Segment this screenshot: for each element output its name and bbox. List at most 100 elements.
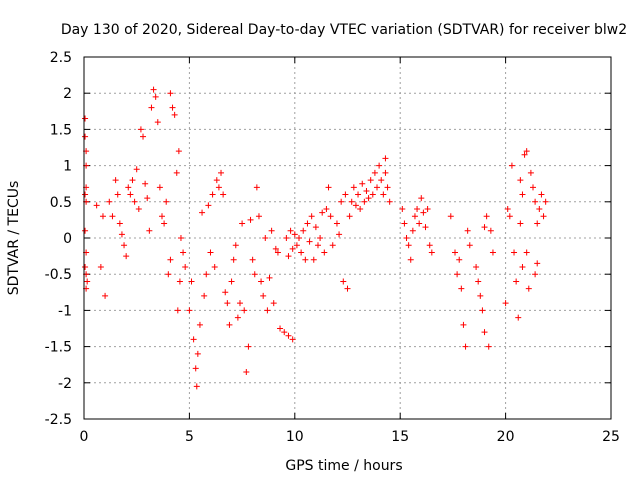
data-point bbox=[245, 343, 252, 350]
data-point bbox=[93, 202, 100, 209]
data-point bbox=[137, 126, 144, 133]
data-point bbox=[174, 307, 181, 314]
data-point bbox=[506, 213, 513, 220]
data-point bbox=[285, 332, 292, 339]
data-point bbox=[485, 343, 492, 350]
data-point bbox=[196, 321, 203, 328]
data-point bbox=[268, 227, 275, 234]
data-point bbox=[466, 242, 473, 249]
data-point bbox=[199, 209, 206, 216]
data-point bbox=[125, 184, 132, 191]
data-point bbox=[342, 191, 349, 198]
data-point bbox=[220, 191, 227, 198]
data-point bbox=[274, 249, 281, 256]
chart-title: Day 130 of 2020, Sidereal Day-to-day VTE… bbox=[61, 22, 627, 38]
data-point bbox=[411, 213, 418, 220]
data-point bbox=[203, 271, 210, 278]
data-point bbox=[173, 169, 180, 176]
data-point bbox=[260, 292, 267, 299]
data-point bbox=[84, 278, 91, 285]
data-point bbox=[304, 220, 311, 227]
y-tick-label: 0.5 bbox=[50, 195, 72, 211]
data-point bbox=[283, 235, 290, 241]
data-point bbox=[176, 278, 183, 285]
data-point bbox=[403, 235, 410, 241]
data-point bbox=[296, 235, 303, 241]
data-point bbox=[511, 249, 518, 256]
data-point bbox=[253, 184, 260, 191]
data-point bbox=[302, 256, 309, 263]
data-point bbox=[154, 119, 161, 126]
data-point bbox=[82, 191, 89, 198]
data-point bbox=[175, 148, 182, 155]
x-tick-label: 20 bbox=[497, 429, 515, 445]
data-point bbox=[428, 249, 435, 256]
data-point bbox=[338, 198, 345, 205]
data-point bbox=[180, 249, 187, 256]
data-point bbox=[371, 169, 378, 176]
data-point bbox=[194, 350, 201, 357]
y-tick-label: 0 bbox=[63, 231, 72, 247]
data-point bbox=[481, 329, 488, 336]
data-point bbox=[135, 206, 142, 213]
data-point bbox=[188, 278, 195, 285]
data-point bbox=[247, 216, 254, 223]
data-point bbox=[146, 227, 153, 234]
data-point bbox=[150, 86, 157, 93]
x-tick-label: 15 bbox=[391, 429, 409, 445]
data-point bbox=[112, 177, 119, 184]
data-point bbox=[127, 191, 134, 198]
data-point bbox=[298, 249, 305, 256]
data-point bbox=[222, 289, 229, 296]
data-point bbox=[475, 278, 482, 285]
data-point bbox=[534, 260, 541, 267]
data-point bbox=[454, 271, 461, 278]
data-point bbox=[133, 166, 140, 173]
data-point bbox=[424, 206, 431, 213]
y-tick-label: -0.5 bbox=[45, 267, 72, 283]
y-tick-label: -1 bbox=[58, 303, 72, 319]
data-point bbox=[534, 220, 541, 227]
data-point bbox=[374, 184, 381, 191]
data-point bbox=[401, 220, 408, 227]
data-point bbox=[264, 307, 271, 314]
data-point bbox=[241, 307, 248, 314]
data-point bbox=[224, 300, 231, 307]
data-point bbox=[152, 93, 159, 100]
data-point bbox=[350, 184, 357, 191]
data-point bbox=[479, 307, 486, 314]
data-point bbox=[106, 198, 113, 205]
data-point bbox=[192, 365, 199, 372]
data-point bbox=[405, 242, 412, 249]
data-point bbox=[325, 184, 332, 191]
data-point bbox=[530, 184, 537, 191]
data-point bbox=[414, 206, 421, 213]
data-point bbox=[116, 220, 123, 227]
data-point bbox=[243, 368, 250, 375]
x-tick-label: 25 bbox=[602, 429, 620, 445]
data-point bbox=[266, 274, 273, 281]
data-point bbox=[409, 227, 416, 234]
data-point bbox=[487, 227, 494, 234]
data-point bbox=[536, 206, 543, 213]
data-point bbox=[314, 242, 321, 249]
data-point bbox=[300, 227, 307, 234]
data-point bbox=[144, 195, 151, 202]
data-point bbox=[483, 213, 490, 220]
data-point bbox=[481, 224, 488, 231]
data-point bbox=[270, 300, 277, 307]
data-point bbox=[329, 242, 336, 249]
data-point bbox=[532, 198, 539, 205]
data-point bbox=[207, 249, 214, 256]
data-point bbox=[82, 263, 89, 270]
data-points bbox=[82, 86, 549, 390]
data-point bbox=[365, 195, 372, 202]
data-point bbox=[226, 321, 233, 328]
data-point bbox=[97, 263, 104, 270]
tick-labels: 0 5 10 15 20 25 2.5 2 1.5 1 0.5 0 -0.5 -1 -1.5 -2 -2.5 bbox=[45, 50, 620, 445]
data-point bbox=[236, 300, 243, 307]
data-point bbox=[344, 285, 351, 292]
data-point bbox=[161, 220, 168, 227]
data-point bbox=[532, 271, 539, 278]
